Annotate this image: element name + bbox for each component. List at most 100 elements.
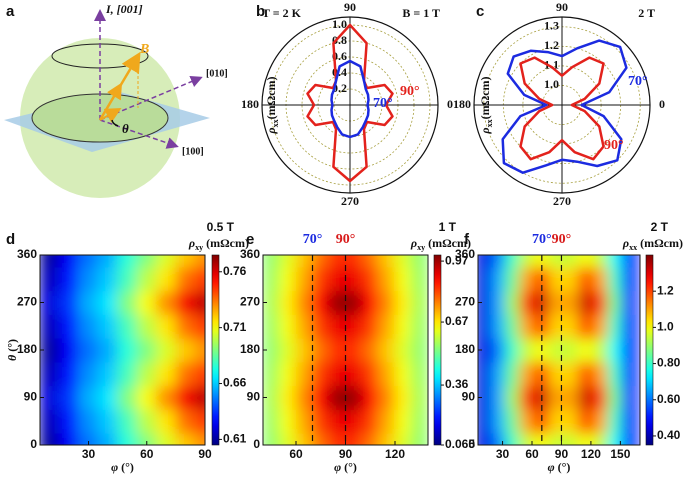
heatmap-cell (622, 408, 639, 434)
heatmap-cell (622, 255, 639, 268)
heatmap-cell (622, 385, 639, 410)
heatmap-cell (345, 385, 363, 410)
heatmap-cell (78, 432, 99, 445)
heatmap-area (478, 255, 639, 445)
heatmap-cell (136, 255, 157, 268)
panel-letter: c (476, 3, 484, 20)
heatmap-cell (394, 266, 412, 292)
y-tick-label: 90 (462, 390, 476, 404)
subscript: xy (195, 243, 203, 252)
heatmap-cell (504, 337, 521, 363)
heatmap-cell (155, 290, 177, 315)
heatmap-cells (40, 255, 205, 445)
angle-arc (111, 119, 119, 127)
heatmap-cell (378, 361, 396, 387)
heatmap-cell (607, 313, 624, 339)
heatmap-cell (40, 408, 60, 434)
heatmap-cell (263, 313, 280, 339)
heatmap-cell (279, 361, 297, 387)
colorbar-tick-label: 0.40 (657, 428, 681, 442)
heatmap-cell (361, 385, 379, 410)
heatmap-cell (504, 408, 521, 434)
heatmap-cell (563, 313, 580, 339)
heatmap-cell (312, 408, 330, 434)
colorbar-tick-label: 1.2 (657, 283, 674, 297)
heatmap-cell (394, 255, 412, 268)
heatmap-cell (361, 313, 379, 339)
heatmap-cell (411, 432, 428, 445)
heatmap-cell (607, 385, 624, 410)
heatmap-cell (378, 385, 396, 410)
heatmap-area (40, 255, 205, 445)
heatmap-cell (504, 290, 521, 315)
heatmap-cell (361, 255, 379, 268)
heatmap-cell (411, 337, 428, 363)
heatmap-cell (378, 337, 396, 363)
heatmap-cell (361, 290, 379, 315)
heatmap-cell (117, 337, 138, 363)
symbol: ρ (264, 127, 278, 134)
heatmap-cell (279, 385, 297, 410)
unit: (°) (555, 460, 571, 474)
y-axis-label: θ (°) (5, 339, 19, 361)
heatmap-cell (194, 266, 205, 292)
heatmap-cell (548, 408, 565, 434)
heatmap-cell (295, 313, 313, 339)
heatmap-cell (97, 337, 119, 363)
heatmap-cell (175, 361, 196, 387)
heatmap-cell (78, 290, 99, 315)
heatmap-cell (279, 255, 297, 268)
heatmap-cell (175, 385, 196, 410)
heatmap-cell (563, 255, 580, 268)
heatmap-cell (40, 266, 60, 292)
heatmap-cell (136, 432, 157, 445)
heatmap-cell (136, 266, 157, 292)
colorbar-tick-label: 0.80 (657, 356, 681, 370)
heatmap-cell (478, 408, 491, 434)
heatmap-cell (78, 361, 99, 387)
heatmap-cell (279, 313, 297, 339)
heatmap-cell (519, 385, 535, 410)
heatmap-cell (263, 337, 280, 363)
heatmap-cell (578, 361, 594, 387)
heatmap-cell (263, 361, 280, 387)
radial-tick-label: 0.8 (332, 33, 347, 47)
annotation: B = 1 T (402, 6, 440, 20)
heatmap-cell (40, 432, 60, 445)
heatmap-cells (478, 255, 639, 445)
heatmap-cell (578, 408, 594, 434)
subscript: xy (417, 243, 425, 252)
colorbar-tick-label: 1.0 (657, 320, 674, 334)
heatmap-cell (279, 266, 297, 292)
colorbar (645, 254, 654, 446)
colorbar-label: ρxx (mΩcm) (622, 236, 683, 253)
series-label: 70° (373, 96, 393, 111)
unit: (°) (5, 339, 19, 355)
heatmap-cell (533, 255, 550, 268)
heatmap-cell (263, 255, 280, 268)
axis-100 (99, 119, 179, 149)
heatmap-cell (279, 337, 297, 363)
heatmap-cell (295, 361, 313, 387)
heatmap-cell (312, 313, 330, 339)
heatmap-cell (136, 337, 157, 363)
heatmap-cell (328, 266, 346, 292)
colorbar-tick-label: 0.66 (223, 376, 247, 390)
heatmap-cell (117, 385, 138, 410)
heatmap-cell (136, 290, 157, 315)
x-tick-label: 90 (198, 447, 212, 461)
colorbar-tick-label: 0.60 (657, 392, 681, 406)
label-001: I, [001] (105, 2, 143, 16)
y-tick-label: 90 (24, 390, 38, 404)
heatmap-cell (504, 255, 521, 268)
chart-title: 1 T (439, 220, 457, 234)
heatmap-cell (504, 313, 521, 339)
subscript: xx (485, 119, 494, 127)
unit: (mΩcm) (478, 76, 492, 119)
x-tick-label: 60 (289, 447, 303, 461)
angle-tick-label: 90 (556, 0, 568, 14)
annotation: 2 T (638, 6, 655, 20)
marker-label: 70° (303, 232, 323, 247)
symbol: ρ (622, 236, 629, 250)
